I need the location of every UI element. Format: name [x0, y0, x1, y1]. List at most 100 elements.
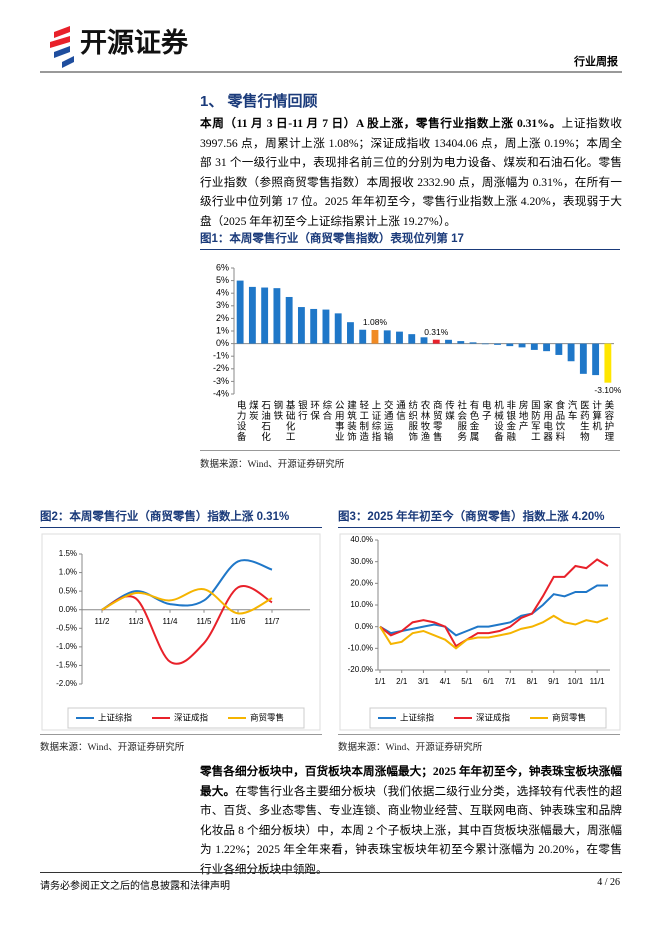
- bar: [371, 329, 379, 344]
- x-tick-label: 电力设备: [235, 399, 247, 442]
- value-label: 1.08%: [363, 317, 388, 327]
- bar: [285, 296, 293, 344]
- bar: [445, 339, 452, 344]
- figure-source: 数据来源：Wind、开源证券研究所: [40, 743, 185, 753]
- paragraph-text: 在零售行业各主要细分板块（我们依据二级行业分类，选择较有代表性的超市、百货、多业…: [200, 784, 622, 876]
- x-tick-label: 电子: [480, 399, 492, 421]
- bar: [273, 288, 281, 344]
- x-tick-label: 纺织服饰: [406, 399, 418, 442]
- y-tick-label: 0.5%: [59, 586, 77, 595]
- logo-icon: [50, 26, 74, 68]
- x-tick-label: 银行: [296, 399, 308, 421]
- x-tick-label: 家用电器: [541, 399, 553, 442]
- x-tick-label: 1/1: [374, 677, 386, 686]
- x-tick-label: 7/1: [505, 677, 517, 686]
- bar: [506, 343, 514, 347]
- bar: [408, 334, 416, 344]
- series-line: [101, 588, 273, 615]
- bar: [248, 286, 256, 344]
- x-tick-label: 公用事业: [333, 400, 345, 442]
- x-tick-label: 2/1: [396, 677, 408, 686]
- x-tick-label: 国防军工: [529, 400, 541, 442]
- series-line: [379, 614, 609, 650]
- bar: [579, 343, 587, 374]
- x-tick-label: 环保: [308, 400, 320, 421]
- x-tick-label: 5/1: [461, 677, 473, 686]
- bar: [322, 309, 330, 344]
- y-tick-label: 1%: [216, 325, 229, 335]
- figure-rule: [338, 734, 620, 735]
- legend-label: 商贸零售: [250, 712, 284, 722]
- bar: [359, 329, 367, 344]
- bar: [543, 343, 551, 352]
- y-tick-label: 4%: [216, 288, 229, 298]
- figure-rule: [40, 734, 322, 735]
- bar: [518, 343, 526, 348]
- bar: [469, 342, 477, 344]
- figure-rule: [200, 450, 620, 451]
- legend-box: [369, 707, 607, 729]
- bar: [530, 343, 538, 350]
- x-tick-label: 11/6: [231, 617, 247, 626]
- bar: [592, 343, 600, 376]
- bar: [567, 343, 575, 362]
- y-tick-label: -10.0%: [348, 643, 373, 652]
- bar: [334, 313, 342, 344]
- y-tick-label: 30.0%: [350, 557, 373, 566]
- line-chart: 1.5% 1.0% 0.5% 0.0% -0.5% -1.0% -1.5% -2.0% 11/2…: [41, 533, 321, 731]
- x-tick-label: 石油石化: [259, 400, 271, 442]
- page-number: 4 / 26: [597, 877, 620, 888]
- x-tick-label: 美容护理: [602, 399, 614, 442]
- x-tick-label: 11/1: [590, 677, 606, 686]
- footer-rule: [40, 872, 622, 873]
- y-tick-label: -1.0%: [56, 642, 77, 651]
- bar: [604, 343, 612, 383]
- bar: [481, 343, 489, 345]
- y-tick-label: 0.0%: [355, 622, 373, 631]
- x-tick-label: 交通运输: [382, 399, 394, 442]
- value-label: 0.31%: [424, 327, 449, 337]
- bar: [555, 343, 563, 355]
- x-tick-label: 机械设备: [492, 399, 504, 442]
- y-tick-label: 2%: [216, 313, 229, 323]
- y-tick-label: 3%: [216, 300, 229, 310]
- y-tick-label: -1%: [213, 351, 229, 361]
- figure-title: 图1：本周零售行业（商贸零售指数）表现位列第 17: [200, 230, 620, 250]
- paragraph: 本周（11 月 3 日-11 月 7 日）A 股上涨，零售行业指数上涨 0.31…: [200, 114, 622, 232]
- paragraph-lead: 零售各细分板块中，百货板块本周涨幅最大；2025 年年初至今，钟表珠宝板块涨幅最…: [200, 765, 622, 798]
- y-tick-label: 1.5%: [59, 549, 77, 558]
- x-tick-label: 11/2: [95, 617, 111, 626]
- x-tick-label: 有色金属: [468, 399, 480, 442]
- y-tick-label: -4%: [213, 388, 229, 398]
- x-tick-label: 上证综指: [369, 400, 381, 442]
- legend-label: 上证综指: [400, 712, 435, 722]
- x-tick-label: 4/1: [440, 677, 452, 686]
- legend-label: 深证成指: [174, 712, 209, 722]
- y-tick-label: 5%: [216, 275, 229, 285]
- bar: [396, 331, 403, 344]
- y-tick-label: 0.0%: [59, 605, 77, 614]
- figure-title: 图2：本周零售行业（商贸零售）指数上涨 0.31%: [40, 508, 322, 528]
- y-tick-label: -2.0%: [56, 679, 77, 688]
- y-tick-label: -0.5%: [56, 623, 77, 632]
- x-tick-label: 3/1: [418, 677, 430, 686]
- x-tick-label: 煤炭: [247, 399, 259, 421]
- x-tick-label: 计算机: [590, 399, 602, 431]
- x-tick-label: 轻工制造: [357, 399, 369, 442]
- section-title: 1、 零售行情回顾: [200, 93, 318, 110]
- bar: [494, 343, 501, 345]
- header: 开源证券 行业周报: [40, 26, 622, 73]
- x-tick-label: 商贸零售: [431, 399, 443, 442]
- line-chart: 40.0% 30.0% 20.0% 10.0% 0.0% -10.0% -20.0%1/1 2…: [339, 533, 621, 731]
- y-tick-label: 40.0%: [350, 535, 373, 544]
- legend-label: 商贸零售: [552, 712, 586, 722]
- x-tick-label: 汽车: [566, 399, 578, 421]
- x-tick-label: 房地产: [517, 399, 529, 431]
- legend-box: [67, 707, 305, 729]
- series-line: [101, 585, 273, 665]
- bar: [420, 337, 428, 344]
- x-tick-label: 基础化工: [284, 399, 296, 442]
- x-tick-label: 社会服务: [455, 399, 467, 442]
- bar: [457, 341, 465, 344]
- x-tick-label: 11/7: [265, 617, 281, 626]
